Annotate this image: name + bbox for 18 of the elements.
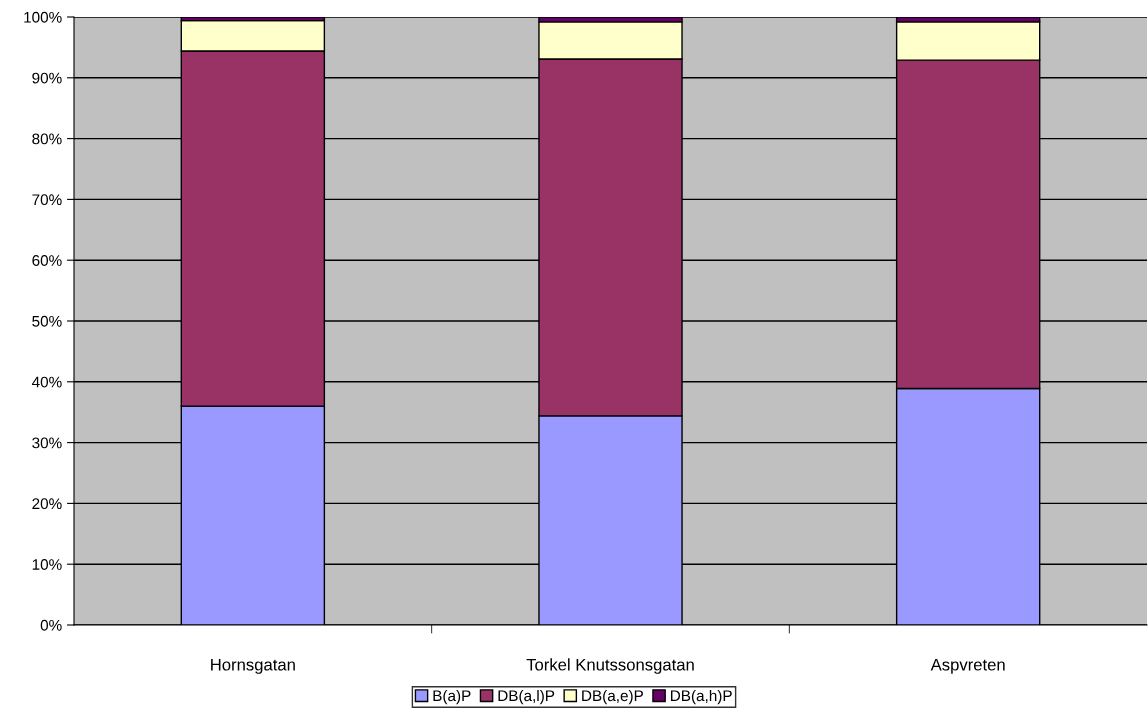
y-tick-label: 10% <box>32 559 62 570</box>
y-tick-label: 70% <box>32 194 62 206</box>
y-tick-label: 60% <box>32 255 62 266</box>
x-tick-label: Torkel Knutssonsgatan <box>526 658 694 674</box>
legend-label: B(a)P <box>433 689 471 705</box>
legend-label: DB(a,l)P <box>498 689 555 705</box>
y-tick-label: 30% <box>32 437 62 449</box>
y-tick-label: 90% <box>32 72 62 84</box>
legend-label: DB(a,e)P <box>582 689 643 705</box>
x-tick-label: Aspvreten <box>930 658 1005 674</box>
x-tick-label: Hornsgatan <box>211 658 295 674</box>
y-tick-label: 0% <box>40 619 62 631</box>
y-tick-label: 100% <box>24 11 62 23</box>
y-tick-label: 20% <box>32 498 62 510</box>
y-tick-label: 40% <box>31 376 62 388</box>
y-tick-label: 80% <box>32 133 62 145</box>
y-tick-label: 50% <box>32 315 62 327</box>
legend-label: DB(a,h)P <box>671 689 732 705</box>
